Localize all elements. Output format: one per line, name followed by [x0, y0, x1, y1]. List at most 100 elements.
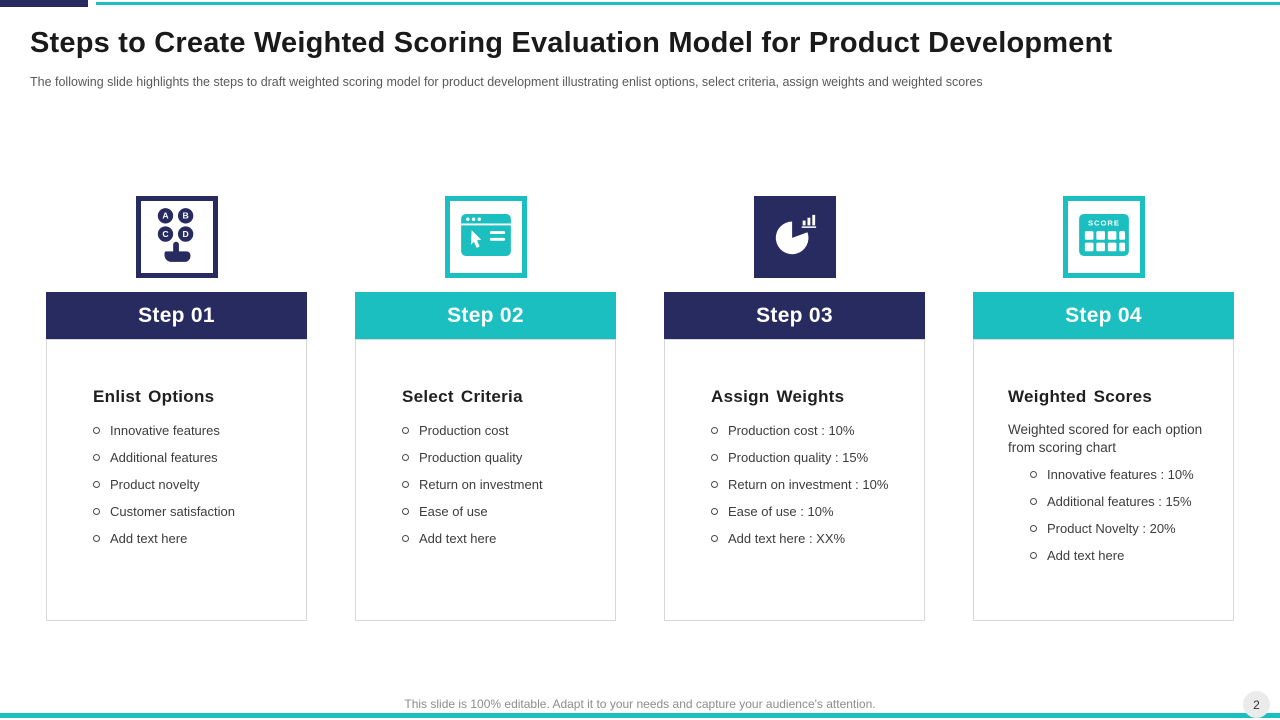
step-icon-box: A B C D	[135, 196, 218, 278]
list-item: Production cost	[402, 423, 605, 439]
list-item: Customer satisfaction	[93, 503, 296, 520]
list-item-text: Add text here	[419, 530, 497, 546]
list-item-text: Additional features	[110, 449, 218, 465]
step-column-2: Step 02 Select Criteria Production cost P…	[355, 196, 616, 621]
bullet-ring-icon	[93, 427, 100, 434]
bullet-ring-icon	[711, 507, 718, 515]
step-list: Production cost : 10% Production quality …	[711, 423, 914, 547]
browser-click-icon	[460, 213, 512, 262]
list-item-text: Ease of use : 10%	[728, 503, 834, 519]
list-item-text: Return on investment	[419, 476, 543, 492]
list-item-text: Return on investment : 10%	[728, 476, 889, 492]
step-list: Innovative features : 10% Additional feat…	[1030, 467, 1223, 564]
bullet-ring-icon	[93, 534, 100, 542]
list-item-text: Innovative features	[110, 423, 220, 438]
step-column-4: SCORE Step 04 Weighted Scores Weighted s…	[973, 196, 1234, 621]
list-item-text: Production quality : 15%	[728, 449, 869, 465]
bullet-ring-icon	[1030, 498, 1037, 506]
bullet-ring-icon	[711, 453, 718, 461]
step-label: Step 04	[1065, 303, 1142, 327]
top-accent-navy-bar	[0, 0, 88, 7]
step-intro-text: Weighted scored for each option from sco…	[1008, 422, 1203, 456]
step-card: Select Criteria Production cost Productio…	[355, 339, 616, 621]
list-item-text: Add text here : XX%	[728, 530, 846, 546]
list-item-text: Production cost : 10%	[728, 423, 855, 438]
bullet-ring-icon	[402, 427, 409, 434]
list-item-text: Production cost	[419, 423, 509, 438]
list-item-text: Add text here	[1047, 548, 1125, 564]
bullet-ring-icon	[1030, 471, 1037, 479]
step-heading: Weighted Scores	[1008, 387, 1153, 406]
list-item: Production quality : 15%	[711, 449, 914, 466]
bullet-ring-icon	[93, 507, 100, 515]
bullet-ring-icon	[402, 534, 409, 542]
list-item: Additional features	[93, 449, 296, 466]
scoreboard-icon: SCORE	[1078, 213, 1130, 262]
slide-title: Steps to Create Weighted Scoring Evaluat…	[30, 27, 1113, 59]
step-list: Production cost Production quality Return …	[402, 423, 605, 547]
slide-subtitle: The following slide highlights the steps…	[30, 75, 983, 89]
step-icon-box	[753, 196, 836, 278]
bullet-ring-icon	[93, 480, 100, 488]
list-item-text: Customer satisfaction	[110, 503, 235, 519]
step-header: Step 04	[973, 292, 1234, 339]
step-card: Weighted Scores Weighted scored for each…	[973, 339, 1234, 621]
list-item: Ease of use : 10%	[711, 503, 914, 520]
list-item-text: Ease of use	[419, 503, 488, 519]
list-item: Innovative features : 10%	[1030, 467, 1223, 483]
step-list: Innovative features Additional features Pr…	[93, 423, 296, 547]
step-heading: Select Criteria	[402, 387, 523, 406]
step-icon-box: SCORE	[1062, 196, 1145, 278]
list-item-text: Product Novelty : 20%	[1047, 521, 1176, 537]
bullet-ring-icon	[711, 534, 718, 542]
svg-text:A: A	[162, 210, 168, 220]
list-item: Ease of use	[402, 503, 605, 520]
bullet-ring-icon	[402, 480, 409, 488]
bullet-ring-icon	[93, 453, 100, 461]
list-item: Innovative features	[93, 423, 296, 439]
list-item: Product Novelty : 20%	[1030, 521, 1223, 537]
svg-text:SCORE: SCORE	[1088, 218, 1120, 227]
list-item: Production quality	[402, 449, 605, 466]
svg-text:C: C	[162, 228, 168, 238]
footer-note: This slide is 100% editable. Adapt it to…	[404, 697, 876, 711]
list-item-text: Production quality	[419, 449, 523, 465]
step-label: Step 01	[138, 303, 215, 327]
bullet-ring-icon	[402, 507, 409, 515]
step-label: Step 03	[756, 303, 833, 327]
list-item-text: Product novelty	[110, 476, 200, 492]
page-number-badge: 2	[1243, 691, 1270, 718]
step-header: Step 01	[46, 292, 307, 339]
list-item: Return on investment : 10%	[711, 476, 914, 493]
list-item: Additional features : 15%	[1030, 494, 1223, 510]
list-item: Add text here	[1030, 548, 1223, 564]
step-icon-box	[444, 196, 527, 278]
bullet-ring-icon	[402, 453, 409, 461]
step-column-1: A B C D Step 01 Enlist Options Innovativ…	[46, 196, 307, 621]
list-item: Production cost : 10%	[711, 423, 914, 439]
top-accent-teal-bar	[96, 2, 1280, 5]
bullet-ring-icon	[711, 480, 718, 488]
step-header: Step 02	[355, 292, 616, 339]
svg-text:B: B	[182, 210, 188, 220]
list-item-text: Innovative features : 10%	[1047, 467, 1194, 483]
bullet-ring-icon	[1030, 525, 1037, 533]
step-header: Step 03	[664, 292, 925, 339]
step-heading: Enlist Options	[93, 387, 215, 406]
step-card: Enlist Options Innovative features Additi…	[46, 339, 307, 621]
svg-text:D: D	[182, 228, 188, 238]
list-item: Add text here	[402, 530, 605, 547]
list-item-text: Add text here	[110, 530, 188, 546]
list-item: Product novelty	[93, 476, 296, 493]
step-card: Assign Weights Production cost : 10% Prod…	[664, 339, 925, 621]
list-item: Add text here : XX%	[711, 530, 914, 547]
options-hand-icon: A B C D	[153, 207, 201, 268]
list-item: Add text here	[93, 530, 296, 547]
bullet-ring-icon	[1030, 552, 1037, 560]
bullet-ring-icon	[711, 427, 718, 434]
step-heading: Assign Weights	[711, 387, 845, 406]
step-label: Step 02	[447, 303, 524, 327]
list-item: Return on investment	[402, 476, 605, 493]
bottom-accent-teal-bar	[0, 713, 1280, 718]
